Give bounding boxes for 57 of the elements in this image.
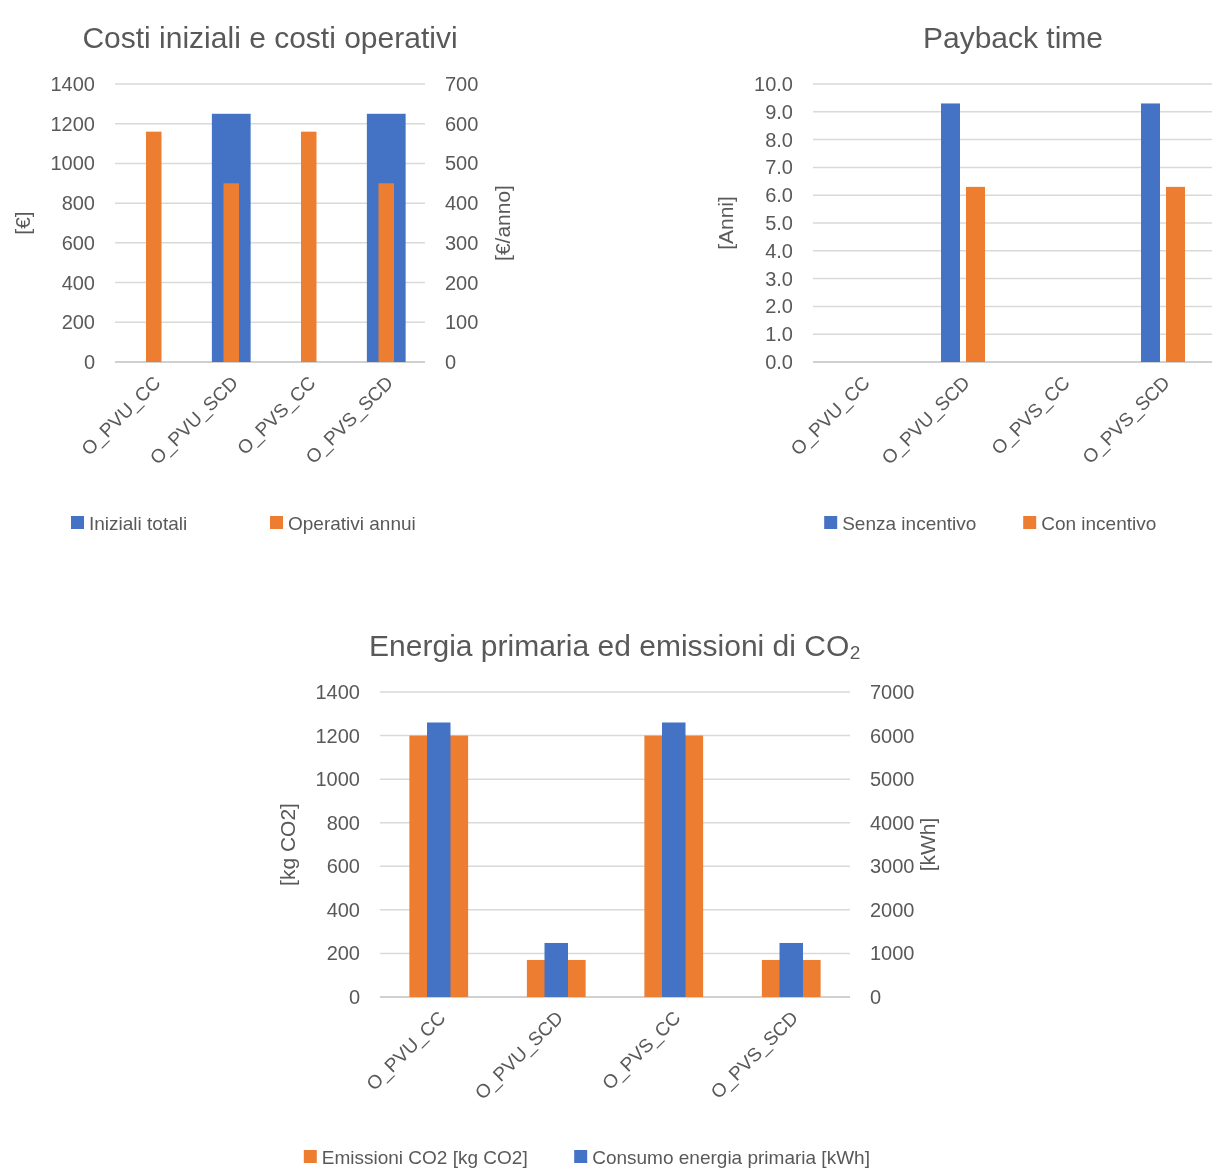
legend-label: Senza incentivo — [842, 512, 977, 534]
y2-tick-label: 4000 — [870, 811, 915, 834]
y2-tick-label: 3000 — [870, 855, 915, 878]
y-tick-label: 3.0 — [765, 267, 793, 290]
y-tick-label: 800 — [61, 192, 95, 215]
y-tick-label: 6.0 — [765, 184, 793, 207]
y-tick-label: 400 — [61, 271, 95, 294]
y-tick-label: 10.0 — [754, 73, 793, 95]
y-tick-label: 2.0 — [765, 295, 793, 318]
y-tick-label: 0.0 — [765, 351, 793, 373]
y-tick-label: 7.0 — [765, 156, 793, 179]
y-tick-label: 400 — [326, 898, 360, 921]
legend-label: Iniziali totali — [89, 512, 188, 534]
y-tick-label: 8.0 — [765, 128, 793, 151]
y-tick-label: 1000 — [50, 152, 95, 175]
y2-tick-label: 7000 — [870, 681, 915, 703]
chart-title: Energia primaria ed emissioni di CO₂ — [369, 629, 861, 662]
legend-label: Emissioni CO2 [kg CO2] — [321, 1146, 528, 1168]
y-tick-label: 5.0 — [765, 212, 793, 234]
y2-tick-label: 1000 — [870, 942, 915, 965]
legend-label: Con incentivo — [1041, 512, 1157, 534]
y-tick-label: 600 — [61, 231, 95, 254]
y2-tick-label: 0 — [445, 351, 457, 373]
y2-tick-label: 200 — [445, 271, 479, 294]
y-tick-label: 1.0 — [765, 323, 793, 346]
y2-axis-title: [€/anno] — [491, 185, 514, 261]
y2-tick-label: 400 — [445, 192, 479, 215]
y-tick-label: 0 — [348, 986, 360, 1008]
chart-title: Payback time — [922, 21, 1104, 54]
legend-label: Consumo energia primaria [kWh] — [592, 1146, 870, 1168]
y-tick-label: 1400 — [315, 681, 360, 703]
y-tick-label: 9.0 — [765, 100, 793, 123]
y2-tick-label: 300 — [445, 231, 479, 254]
y2-tick-label: 5000 — [870, 768, 915, 791]
y2-tick-label: 700 — [445, 73, 479, 95]
y2-tick-label: 6000 — [870, 724, 915, 747]
chart-title: Costi iniziali e costi operativi — [82, 21, 458, 54]
y-axis-title: [€] — [11, 211, 34, 235]
y-tick-label: 1200 — [315, 724, 360, 747]
y-tick-label: 600 — [326, 855, 360, 878]
y2-tick-label: 600 — [445, 112, 479, 135]
y-tick-label: 0 — [83, 351, 95, 373]
y2-tick-label: 2000 — [870, 898, 915, 921]
legend-label: Operativi annui — [288, 512, 416, 534]
y-tick-label: 4.0 — [765, 239, 793, 262]
y-tick-label: 1000 — [315, 768, 360, 791]
y2-axis-title: [kWh] — [916, 817, 939, 872]
y-tick-label: 800 — [326, 811, 360, 834]
y-tick-label: 200 — [61, 311, 95, 334]
y2-tick-label: 500 — [445, 152, 479, 175]
y-axis-title: [Anni] — [714, 196, 737, 250]
y-tick-label: 1200 — [50, 112, 95, 135]
y2-tick-label: 100 — [445, 311, 479, 334]
y-axis-title: [kg CO2] — [276, 803, 299, 886]
y-tick-label: 1400 — [50, 73, 95, 95]
y-tick-label: 200 — [326, 942, 360, 965]
y2-tick-label: 0 — [870, 986, 882, 1008]
